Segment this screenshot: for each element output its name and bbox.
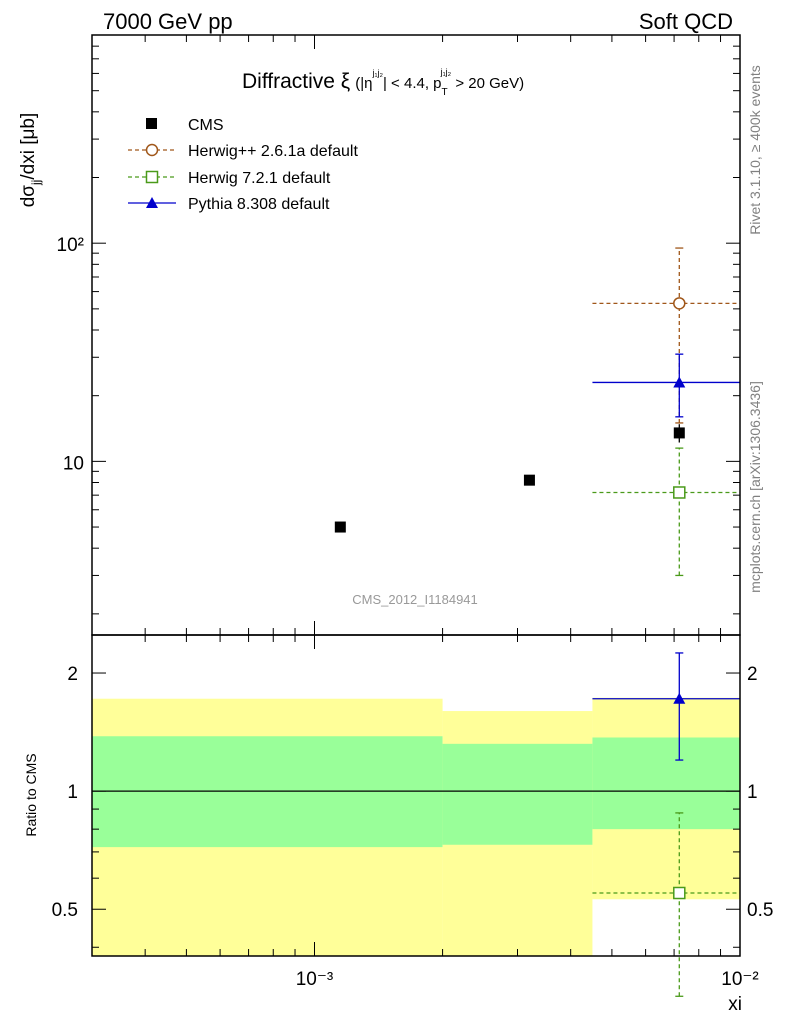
title-cut-sup1: j₁j₂ xyxy=(371,68,383,78)
legend-label-herwig7: Herwig 7.2.1 default xyxy=(188,170,331,187)
title-cut-close: > 20 GeV) xyxy=(451,75,524,92)
ratio-y-tick-label: 1 xyxy=(67,782,78,803)
x-tick-label: 10⁻³ xyxy=(296,969,334,990)
legend-item-herwig7: Herwig 7.2.1 default xyxy=(128,170,331,187)
cms-point-2 xyxy=(673,427,685,439)
y-tick-label-10: 10 xyxy=(63,453,84,474)
title-cut-mid: | < 4.4, p xyxy=(383,75,442,92)
title-cut-sup2: j₁j₂ xyxy=(440,67,452,77)
ratio-y-tick-label: 2 xyxy=(67,664,78,685)
cms-point-0 xyxy=(334,521,346,533)
analysis-id: CMS_2012_I1184941 xyxy=(352,592,478,607)
legend-marker-herwigpp xyxy=(145,143,159,157)
title-main: Diffractive ξ xyxy=(242,70,350,93)
rivet-label: Rivet 3.1.10, ≥ 400k events xyxy=(747,65,763,235)
legend-item-pythia: Pythia 8.308 default xyxy=(128,196,330,213)
x-tick-label: 10⁻² xyxy=(721,969,759,990)
ratio-band-inner-2 xyxy=(592,737,740,830)
plot-title: Diffractive ξ (|ηj₁j₂| < 4.4, pTj₁j₂ > 20… xyxy=(242,67,524,98)
ratio-y-tick-label-right: 2 xyxy=(747,664,758,685)
ratio-y-tick-label-right: 0.5 xyxy=(747,900,773,921)
legend-marker-pythia xyxy=(146,197,158,208)
cms-point-1 xyxy=(523,474,535,486)
legend-item-herwigpp: Herwig++ 2.6.1a default xyxy=(128,143,358,160)
legend-label-pythia: Pythia 8.308 default xyxy=(188,196,330,213)
mcplots-label: mcplots.cern.ch [arXiv:1306.3436] xyxy=(747,381,763,593)
legend: CMS Herwig++ 2.6.1a default Herwig 7.2.1… xyxy=(128,117,358,213)
ratio-plot-panel: 0.5 0.5 1 1 2 2 10⁻³ 10⁻² Ratio to CMS xi xyxy=(23,634,773,1015)
ratio-band-inner-1 xyxy=(442,743,593,845)
title-cut-sub: T xyxy=(442,87,448,98)
herwig-7-2-1-default-point-0 xyxy=(673,486,686,499)
header-left: 7000 GeV pp xyxy=(103,9,233,34)
legend-marker-herwig7 xyxy=(145,170,159,184)
herwig-7-2-1-default-point-0 xyxy=(673,886,686,900)
header-right: Soft QCD xyxy=(639,9,733,34)
x-axis-label: xi xyxy=(728,994,742,1015)
ratio-y-tick-label-right: 1 xyxy=(747,782,758,803)
y-tick-label-100: 10² xyxy=(57,235,84,256)
legend-label-cms: CMS xyxy=(188,117,224,134)
legend-label-herwigpp: Herwig++ 2.6.1a default xyxy=(188,143,358,160)
ratio-y-axis-label: Ratio to CMS xyxy=(23,753,39,836)
ratio-plot-frame xyxy=(91,634,741,957)
main-y-axis-label: dσjj/dxi [μb] xyxy=(18,113,43,208)
title-cut-open: (|η xyxy=(355,75,372,92)
ratio-y-tick-label: 0.5 xyxy=(52,900,78,921)
legend-item-cms: CMS xyxy=(146,117,224,134)
legend-marker-cms xyxy=(146,118,157,129)
pythia-8-308-default-point-0 xyxy=(673,692,686,704)
pythia-8-308-default-point-0 xyxy=(673,376,686,388)
herwig-2-6-1a-default-point-0 xyxy=(673,297,686,310)
